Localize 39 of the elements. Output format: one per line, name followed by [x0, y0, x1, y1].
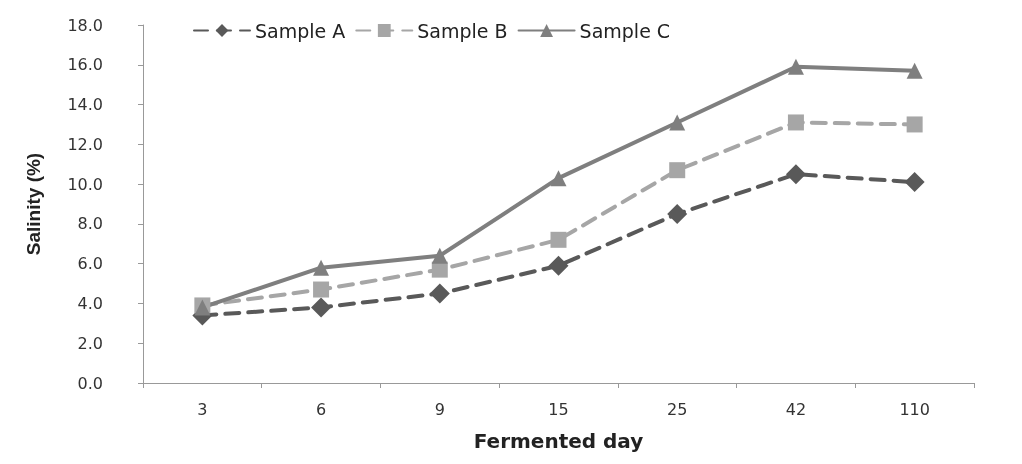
y-tick-label: 16.0 — [67, 55, 103, 75]
point — [313, 281, 330, 298]
x-tick-label: 3 — [197, 399, 208, 419]
x-tick-label: 15 — [548, 399, 569, 419]
point — [550, 170, 567, 187]
y-tick-label: 10.0 — [67, 174, 103, 194]
point — [313, 259, 330, 276]
y-tick-label: 0.0 — [77, 373, 103, 393]
y-tick-label: 2.0 — [77, 333, 103, 353]
point — [904, 172, 925, 193]
legend-label: Sample A — [255, 19, 346, 42]
x-tick-label: 6 — [315, 399, 327, 419]
point — [669, 162, 686, 179]
x-tick-label: 25 — [667, 399, 688, 419]
point — [550, 231, 567, 248]
y-tick-label: 6.0 — [77, 254, 103, 274]
point — [429, 283, 450, 304]
point — [787, 58, 804, 75]
point — [548, 255, 569, 276]
x-axis-title: Fermented day — [473, 429, 644, 453]
point — [906, 116, 923, 133]
point — [787, 114, 804, 131]
y-axis-title: Salinity (%) — [23, 152, 44, 256]
y-tick-label: 18.0 — [67, 15, 103, 35]
x-tick-label: 110 — [899, 399, 930, 419]
x-tick-label: 42 — [785, 399, 807, 419]
point — [669, 114, 686, 131]
y-tick-label: 12.0 — [67, 134, 103, 154]
y-tick-label: 4.0 — [77, 293, 103, 313]
x-tick-label: 9 — [434, 399, 445, 419]
y-tick-label: 8.0 — [77, 214, 103, 234]
point — [431, 247, 448, 264]
legend-label: Sample C — [579, 19, 671, 42]
point — [906, 62, 923, 79]
point — [311, 297, 332, 318]
y-tick-label: 14.0 — [67, 95, 103, 115]
point — [667, 203, 688, 224]
point — [785, 164, 806, 185]
legend-label: Sample B — [417, 19, 508, 42]
